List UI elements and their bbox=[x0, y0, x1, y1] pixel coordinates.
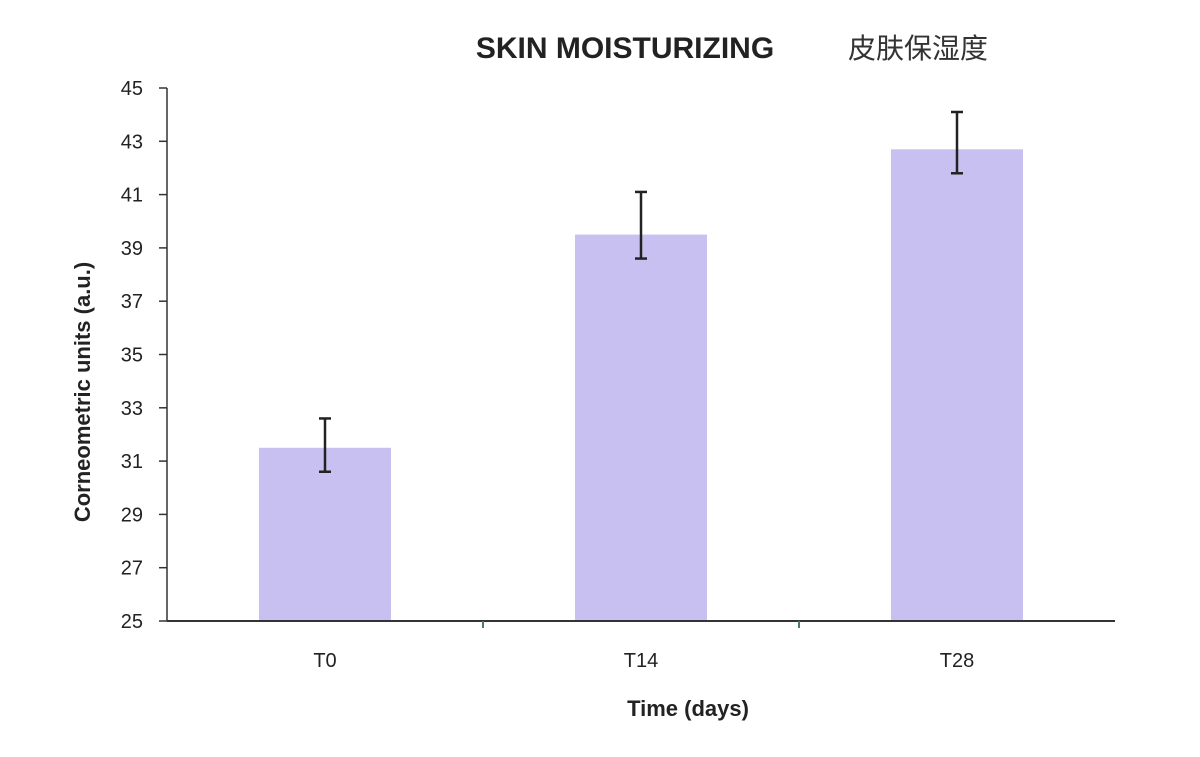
y-tick-label: 35 bbox=[121, 345, 143, 367]
y-tick-label: 29 bbox=[121, 504, 143, 526]
y-tick-label: 39 bbox=[121, 238, 143, 260]
error-bar-t0 bbox=[319, 417, 331, 474]
y-tick-label: 41 bbox=[121, 185, 143, 207]
bar-t14 bbox=[575, 234, 707, 621]
y-tick-label: 25 bbox=[121, 611, 143, 633]
x-axis-ticks: T0 T14 T28 bbox=[313, 621, 974, 672]
bar-t0 bbox=[259, 447, 391, 621]
x-tick-label-t14: T14 bbox=[624, 650, 658, 672]
y-tick-label: 27 bbox=[121, 558, 143, 580]
chart-subtitle: 皮肤保湿度 bbox=[848, 32, 988, 65]
y-axis-ticks: 25 27 29 31 33 35 37 39 41 43 45 bbox=[121, 78, 167, 633]
error-bar-t28 bbox=[951, 110, 963, 175]
chart-title: SKIN MOISTURIZING bbox=[476, 32, 774, 65]
x-axis-label: Time (days) bbox=[627, 696, 749, 721]
y-tick-label: 33 bbox=[121, 398, 143, 420]
y-tick-label: 31 bbox=[121, 451, 143, 473]
bars-group bbox=[259, 149, 1023, 622]
x-tick-label-t0: T0 bbox=[313, 650, 336, 672]
y-tick-label: 37 bbox=[121, 291, 143, 313]
y-axis-label: Corneometric units (a.u.) bbox=[70, 262, 95, 522]
x-tick-label-t28: T28 bbox=[940, 650, 974, 672]
y-tick-label: 45 bbox=[121, 78, 143, 100]
y-tick-label: 43 bbox=[121, 131, 143, 153]
error-bar-t14 bbox=[635, 190, 647, 260]
error-bars-group bbox=[319, 110, 963, 474]
bar-t28 bbox=[891, 149, 1023, 622]
